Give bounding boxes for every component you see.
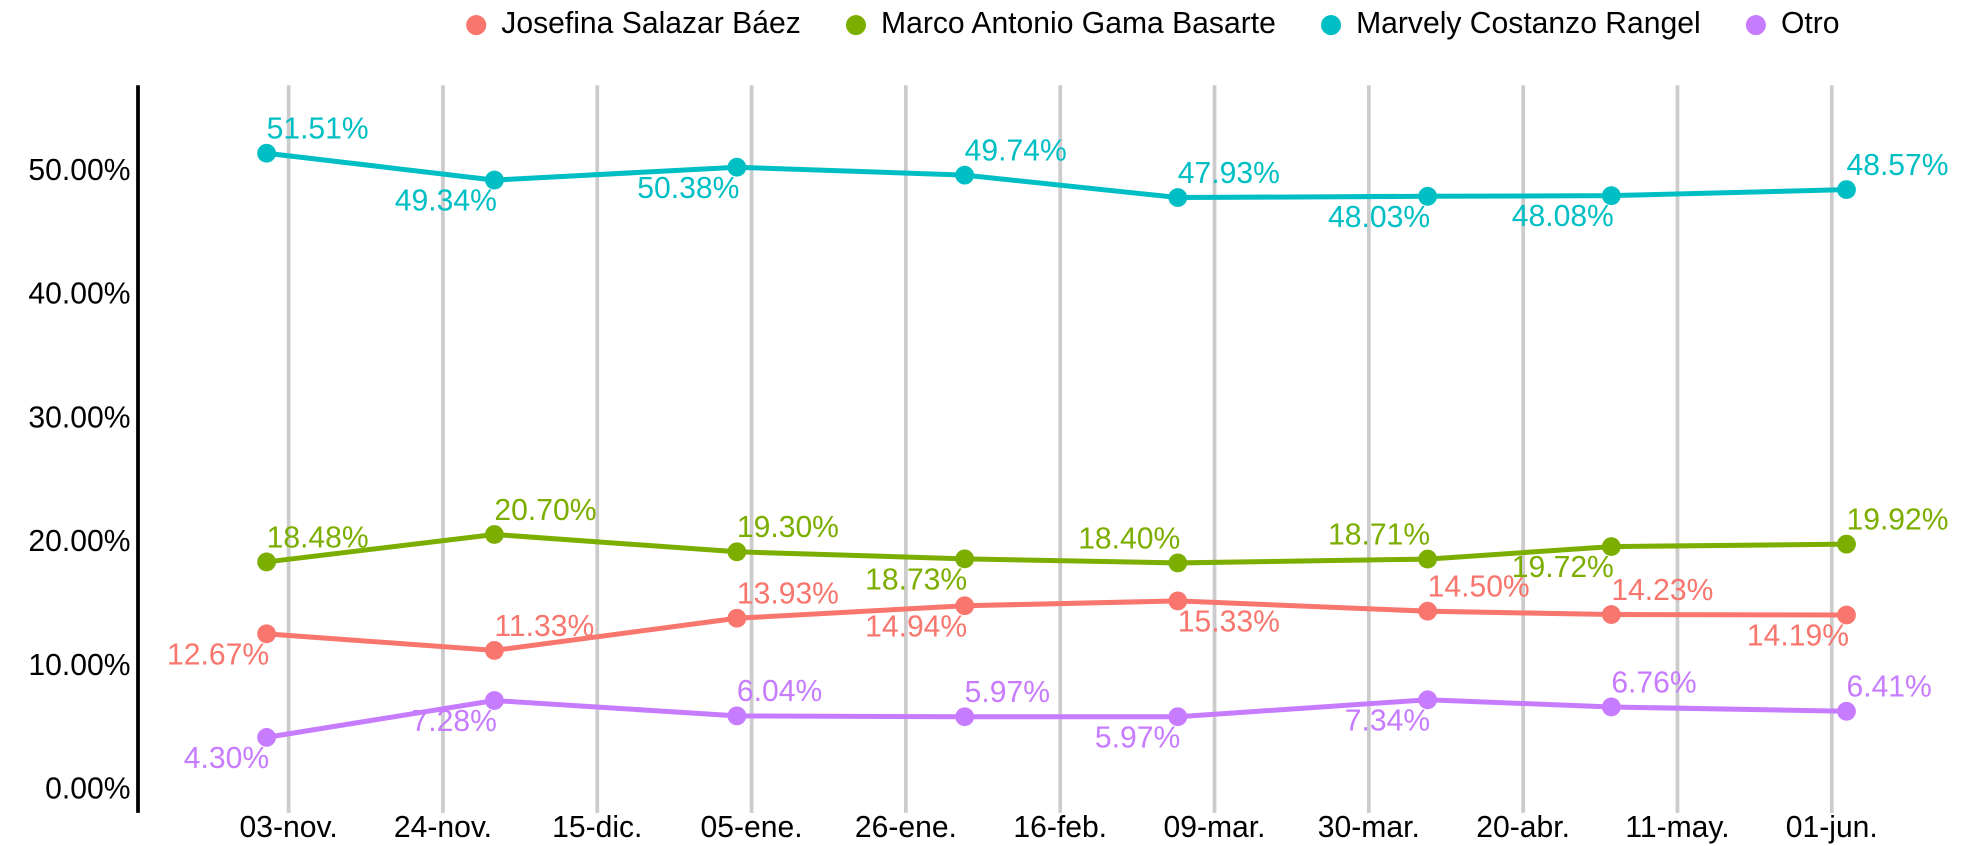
point [1168,188,1188,207]
x-tick-label: 26-ene. [855,811,957,844]
data-label: 51.51% [267,113,369,146]
point [257,727,277,747]
point [1418,690,1438,710]
data-label: 49.74% [965,135,1067,168]
y-tick-label: 50.00% [28,154,130,187]
point [1168,553,1188,573]
data-label: 18.71% [1328,518,1430,551]
data-label: 47.93% [1178,157,1280,190]
legend-label: Josefina Salazar Báez [501,7,800,40]
data-label: 6.41% [1846,671,1931,704]
point [727,608,747,628]
y-tick-label: 40.00% [28,278,130,311]
x-tick-label: 01-jun. [1786,811,1878,844]
data-label: 49.34% [395,185,497,218]
data-label: 18.40% [1078,522,1180,555]
series-line [266,150,1847,201]
data-label: 7.28% [412,705,497,738]
legend-swatch [1320,15,1342,36]
data-label: 14.19% [1747,620,1849,653]
point [1168,707,1188,727]
data-label: 48.03% [1328,201,1430,234]
point [727,542,747,562]
point [1601,186,1621,206]
point [955,596,975,616]
point [1418,549,1438,569]
data-label: 7.34% [1345,704,1430,737]
data-label: 4.30% [184,742,269,775]
grid [286,85,1834,813]
data-label: 19.72% [1512,551,1614,584]
point [1601,697,1621,717]
data-label: 5.97% [965,676,1050,709]
data-label: 48.57% [1846,149,1948,182]
y-tick-label: 30.00% [28,401,130,434]
legend-label: Marco Antonio Gama Basarte [881,7,1276,40]
data-label: 6.76% [1611,666,1696,699]
point [484,170,504,190]
data-label: 5.97% [1095,721,1180,754]
x-tick-label: 09-mar. [1164,811,1266,844]
point [257,624,277,644]
y-tick-label: 20.00% [28,525,130,558]
point [1418,186,1438,206]
series-line [266,598,1847,653]
series-line [266,531,1847,566]
data-label: 11.33% [494,610,594,643]
legend-label: Otro [1781,7,1840,40]
legend-swatch [1745,15,1766,36]
point [484,525,504,544]
data-label: 19.30% [737,511,839,544]
point [955,549,975,569]
legend-swatch [466,15,487,36]
legend-swatch [845,15,867,36]
point [257,552,277,572]
point [1837,701,1856,721]
point [1837,534,1856,554]
y-tick-label: 10.00% [28,649,130,682]
point [727,706,747,726]
point [484,691,504,710]
data-label: 6.04% [737,675,822,708]
x-tick-label: 16-feb. [1013,811,1107,844]
x-tick-label: 11-may. [1625,811,1729,844]
x-tick-label: 24-nov. [394,811,492,844]
data-label: 18.73% [865,563,967,596]
data-label: 14.94% [865,610,967,643]
data-label: 14.50% [1428,571,1530,604]
data-label: 14.23% [1611,574,1713,607]
series-line [266,697,1847,740]
x-tick-label: 03-nov. [240,811,338,844]
data-label: 12.67% [167,638,269,671]
legend-label: Marvely Costanzo Rangel [1356,7,1701,40]
point [1601,537,1621,557]
point [1837,180,1856,200]
point [1168,591,1188,611]
y-tick-label: 0.00% [45,773,130,806]
point [955,707,975,727]
x-tick-label: 15-dic. [552,811,642,844]
point [484,641,504,660]
point [1418,601,1438,621]
point [257,143,277,163]
point [955,165,975,185]
x-tick-label: 20-abr. [1476,811,1570,844]
x-tick-label: 05-ene. [701,811,803,844]
data-label: 20.70% [494,494,596,527]
data-label: 50.38% [637,172,739,205]
data-label: 18.48% [267,521,369,554]
point [1601,605,1621,624]
data-label: 15.33% [1178,605,1280,638]
data-label: 19.92% [1846,503,1948,536]
point [1837,605,1856,625]
data-label: 48.08% [1512,200,1614,233]
legend: Josefina Salazar Báez Marco Antonio Gama … [466,7,1840,40]
x-tick-label: 30-mar. [1318,811,1420,844]
point [727,157,747,177]
data-label: 13.93% [737,578,839,611]
